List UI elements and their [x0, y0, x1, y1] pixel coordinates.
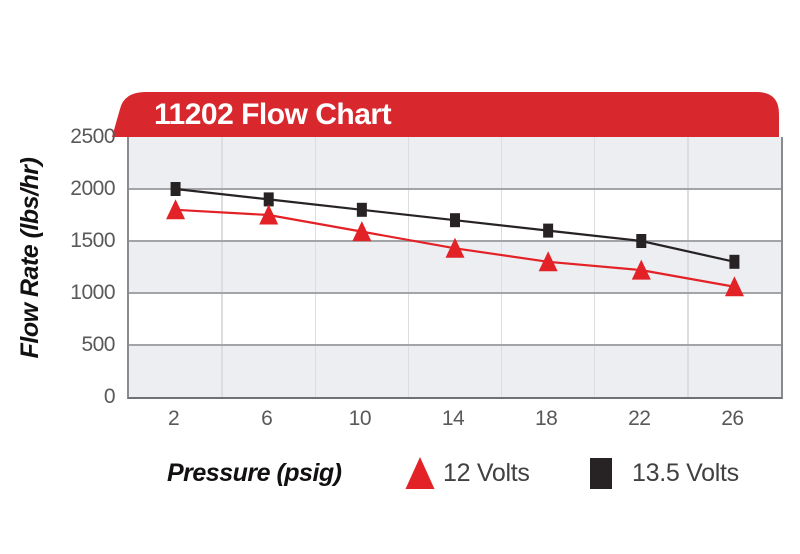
- triangle-marker-icon: [405, 457, 435, 489]
- h-gridline: [129, 292, 781, 294]
- data-point-marker-13-5-volts: [729, 254, 740, 269]
- data-point-marker-13-5-volts: [170, 182, 181, 196]
- data-point-marker-12-volts: [445, 237, 465, 258]
- x-tick-label: 6: [261, 407, 273, 430]
- data-point-marker-12-volts: [259, 204, 279, 225]
- plot-band: [129, 345, 781, 397]
- data-point-marker-12-volts: [166, 199, 186, 220]
- x-tick-label: 26: [721, 407, 744, 430]
- data-point-marker-13-5-volts: [636, 234, 647, 248]
- h-gridline: [129, 344, 781, 346]
- y-tick-label: 1500: [70, 229, 115, 252]
- plot-band: [129, 137, 781, 189]
- data-point-marker-13-5-volts: [263, 192, 274, 207]
- chart-title-banner: 11202 Flow Chart: [110, 92, 780, 137]
- x-tick-label: 18: [534, 407, 558, 430]
- x-tick-label: 2: [167, 407, 180, 430]
- data-point-marker-12-volts: [631, 259, 651, 280]
- legend-label-12-volts: 12 Volts: [443, 459, 530, 487]
- data-point-marker-12-volts: [538, 251, 558, 272]
- data-point-marker-12-volts: [724, 276, 744, 297]
- banner-shape-path: [112, 92, 779, 137]
- data-point-marker-12-volts: [352, 221, 372, 242]
- data-point-marker-13-5-volts: [356, 202, 367, 217]
- y-axis-title: Flow Rate (lbs/hr): [16, 157, 44, 359]
- x-tick-label: 22: [628, 407, 651, 430]
- y-tick-label: 0: [103, 385, 116, 408]
- y-tick-label: 2000: [70, 177, 115, 200]
- y-tick-label: 2500: [70, 125, 115, 148]
- data-point-marker-13-5-volts: [450, 213, 460, 228]
- v-gridline: [407, 137, 410, 397]
- y-tick-label: 500: [81, 333, 115, 356]
- series-plot: [166, 182, 744, 297]
- legend-label-13-5-volts: 13.5 Volts: [632, 459, 739, 487]
- v-gridline: [221, 137, 223, 397]
- banner-shape: [112, 92, 779, 137]
- chart-title: 11202 Flow Chart: [154, 98, 392, 131]
- x-tick-label: 14: [441, 407, 465, 430]
- v-gridline: [500, 137, 503, 397]
- data-point-marker-13-5-volts: [543, 223, 554, 238]
- x-tick-label: 10: [348, 407, 372, 430]
- y-tick-label: 1000: [70, 281, 115, 304]
- v-gridline: [687, 137, 689, 397]
- plot-band: [129, 293, 781, 345]
- plot-area: [127, 137, 783, 399]
- x-axis-title: Pressure (psig): [167, 459, 342, 487]
- square-marker-icon: [590, 458, 612, 489]
- h-gridline: [129, 188, 781, 190]
- v-gridline: [314, 137, 317, 397]
